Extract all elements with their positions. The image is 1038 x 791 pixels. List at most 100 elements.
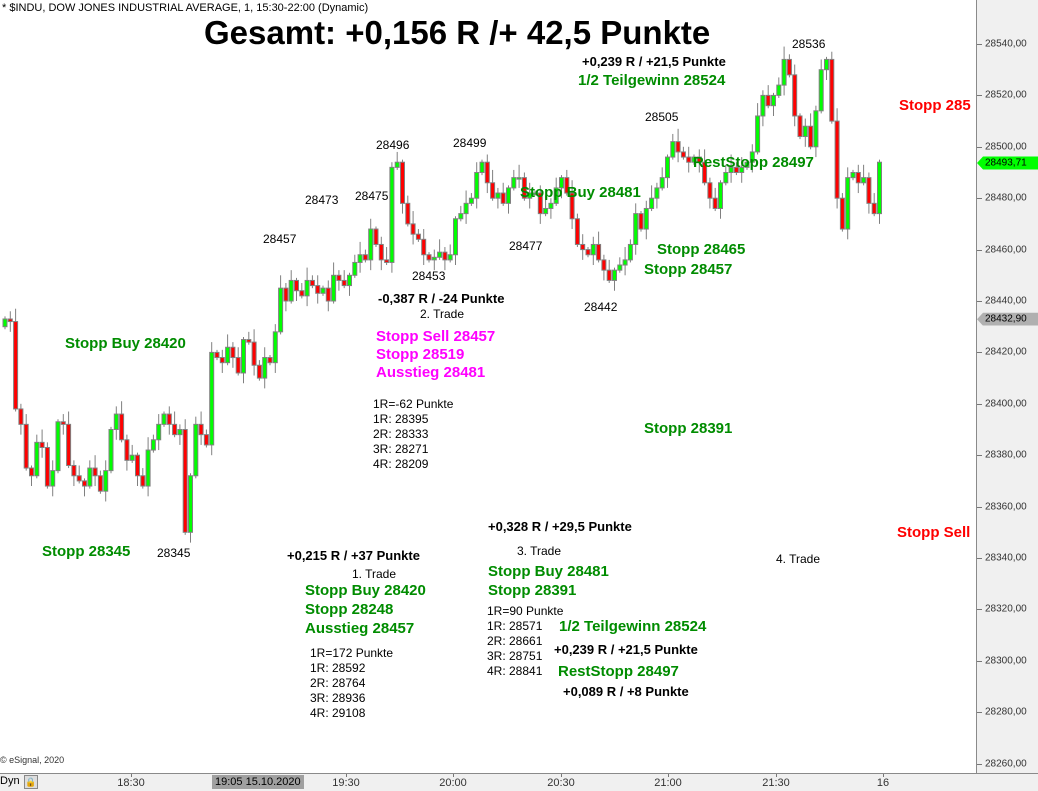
candle-body (421, 238, 427, 256)
candle-body (606, 269, 612, 281)
candle (71, 460, 77, 487)
annotation: +0,239 R / +21,5 Punkte (554, 642, 698, 657)
candle-body (718, 182, 723, 209)
candle-body (490, 182, 496, 199)
candle (29, 465, 34, 487)
candle-body (638, 213, 644, 230)
candle-body (230, 346, 236, 359)
candle (426, 252, 432, 263)
candle-body (124, 439, 130, 461)
candle-body (66, 423, 72, 466)
candle-body (2, 318, 8, 328)
annotation: 1R=172 Punkte (310, 646, 394, 660)
price-axis[interactable]: 28540,00 28520,00 28500,00 28480,00 28460,00… (976, 0, 1038, 773)
candle-body (511, 177, 517, 189)
candle-body (765, 94, 771, 107)
candle (802, 118, 808, 147)
candle (490, 169, 496, 201)
candle (850, 169, 856, 181)
chart-plot-area[interactable]: * $INDU, DOW JONES INDUSTRIAL AVERAGE, 1… (0, 0, 976, 773)
candle-body (479, 161, 485, 174)
candlestick-series (2, 46, 882, 543)
candle (495, 187, 501, 209)
candle-body (299, 290, 305, 297)
time-tick (561, 774, 562, 777)
annotation: Stopp 28248 (305, 601, 394, 618)
candle-body (71, 464, 77, 477)
candle-body (771, 94, 776, 107)
time-tick-label: 19:30 (332, 777, 360, 789)
candle (44, 442, 50, 489)
candle (50, 460, 56, 497)
candle-body (590, 243, 596, 256)
candle (415, 229, 421, 242)
candle (288, 270, 294, 304)
lock-icon[interactable]: 🔒 (24, 775, 38, 789)
annotation: 1R=90 Punkte (487, 604, 564, 618)
candle-body (877, 161, 882, 215)
candle-body (792, 74, 798, 117)
annotation: 4. Trade (776, 552, 821, 566)
candle (500, 182, 506, 206)
candle-body (113, 413, 119, 430)
candle (877, 159, 882, 224)
candle (686, 146, 692, 173)
candle-body (654, 187, 660, 199)
candle (606, 259, 612, 284)
candle-body (347, 274, 352, 287)
annotation: Stopp 28457 (644, 261, 733, 278)
candle-body (60, 421, 66, 425)
dyn-mode-label[interactable]: Dyn (0, 775, 20, 787)
price-tick-label: 28300,00 (985, 655, 1027, 667)
candle (39, 429, 45, 458)
candle-body (203, 434, 209, 446)
candle (124, 434, 130, 471)
candle (453, 216, 458, 266)
annotation: Stopp 28519 (376, 346, 465, 363)
time-tick-label: 16 (876, 777, 890, 789)
candle (267, 354, 273, 366)
candle-body (680, 151, 686, 158)
candle-body (596, 243, 602, 261)
candle-body (537, 192, 543, 215)
candle (410, 211, 416, 245)
candle-body (246, 339, 252, 343)
candle-body (495, 192, 501, 199)
candle-body (855, 172, 861, 184)
candle-body (373, 228, 379, 245)
candle (733, 162, 739, 176)
candle (87, 460, 93, 489)
price-tick-label: 28460,00 (985, 244, 1027, 256)
candle (612, 267, 617, 291)
candle-body (649, 197, 655, 209)
candle (845, 167, 851, 240)
candle-body (256, 364, 262, 379)
candle-body (352, 261, 358, 276)
candle-body (119, 413, 125, 441)
time-tick-label: 20:30 (547, 777, 575, 789)
candle-body (29, 467, 34, 477)
candle-body (394, 161, 400, 168)
candle (341, 270, 347, 289)
annotation: 28457 (263, 232, 297, 246)
candle (188, 473, 193, 543)
candle-body (272, 331, 278, 364)
candle (665, 154, 670, 188)
candle (156, 414, 162, 451)
candle-body (850, 172, 856, 179)
candle (103, 460, 109, 502)
candle (516, 164, 522, 188)
candle-body (336, 274, 342, 281)
candle (7, 311, 13, 332)
candle-body (129, 454, 135, 461)
candle (214, 349, 220, 361)
candle (834, 108, 840, 209)
candle (357, 241, 363, 273)
candle-body (341, 279, 347, 287)
candle-body (845, 177, 851, 230)
candle (638, 211, 644, 232)
candle (368, 218, 374, 271)
time-axis[interactable]: Dyn 🔒 19:05 15.10.2020 18:30 19:30 20:00 20… (0, 773, 1038, 791)
candle (336, 270, 342, 291)
candle-body (278, 287, 284, 333)
